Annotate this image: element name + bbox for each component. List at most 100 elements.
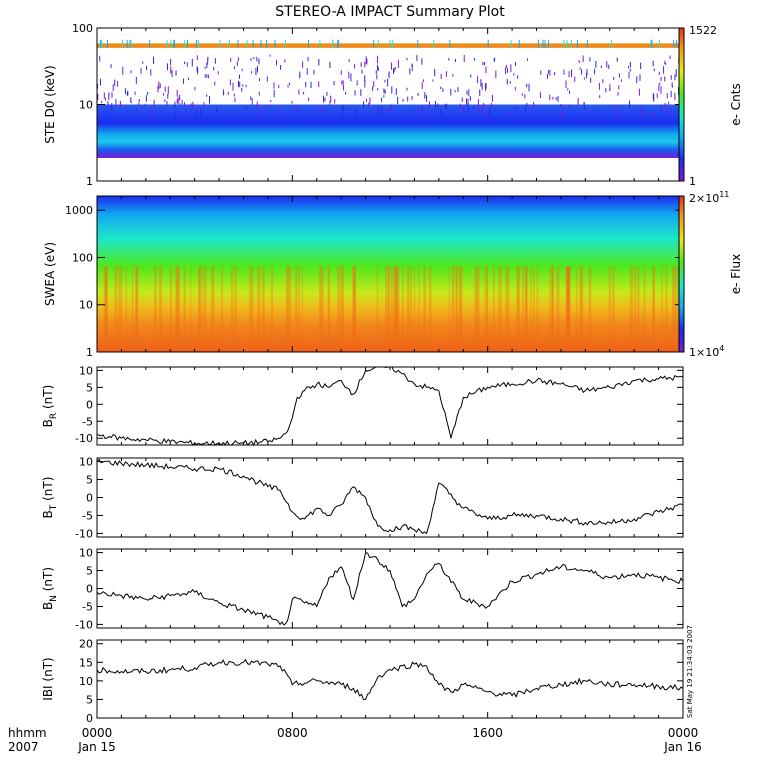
swea-stripe [428,266,432,337]
swea-stripe [608,266,611,337]
swea-stripe [353,266,356,337]
ste-speck [97,83,99,89]
ste-speck [656,93,658,98]
time-tick-label: 1600 [472,726,503,740]
ste-speck [291,100,293,104]
ste-speck [121,39,123,48]
ste-speck [514,61,516,66]
ste-noise-band [97,104,683,158]
ste-speck [460,103,462,106]
colorbar-ste: 1522 1 e- Cnts [678,24,743,188]
ste-speck [660,76,662,81]
ste-speck [620,79,622,82]
bn-ylabel: BN (nT) [41,567,59,610]
ste-speck [195,109,197,113]
ste-speck [411,95,413,100]
bn-y-tick-label: -5 [82,600,93,613]
swea-stripe [486,266,489,337]
swea-stripe [402,266,404,337]
ste-speck [166,63,168,71]
ste-speck [557,95,559,102]
ste-speck [170,58,172,66]
ste-speck [561,111,563,118]
ste-speck [342,111,344,117]
swea-stripe [516,266,519,337]
ste-speck [526,83,528,88]
ste-speck [144,103,146,107]
swea-stripe [201,266,203,337]
ste-speck [216,107,218,115]
ste-speck [209,95,211,104]
ste-speck [284,59,286,63]
ste-speck [521,93,523,96]
ste-speck [182,78,184,84]
panel-bt: -10 -5 0 5 10 BT (nT) [41,456,684,540]
ste-speck [570,39,572,48]
ste-speck [108,92,110,96]
ste-speck [628,71,630,79]
ste-speck [114,79,116,86]
swea-stripe [448,266,450,337]
ste-speck [363,101,365,109]
ste-speck [377,88,379,91]
ste-speck [157,85,159,93]
swea-stripe [530,266,532,337]
swea-stripe [177,266,180,337]
swea-stripe [459,266,461,337]
ste-speck [250,96,252,100]
ste-speck [242,84,244,87]
swea-stripe [500,266,502,337]
ste-speck [485,83,487,89]
ste-speck [423,79,425,83]
swea-stripe [536,266,539,337]
bmag-series-line [96,658,684,701]
swea-stripe [407,266,410,337]
ste-speck [578,60,580,63]
swea-stripe [498,266,500,337]
swea-stripe [629,266,633,337]
ste-speck [389,39,391,48]
ste-speck [676,39,678,48]
ste-speck [477,99,479,108]
ste-speck [526,102,528,106]
ste-speck [107,39,109,48]
ste-speck [135,108,137,113]
ste-speck [377,107,379,115]
ste-speck [115,99,117,107]
ste-speck [237,57,239,61]
br-frame [96,366,684,446]
ste-speck [664,102,666,109]
ste-speck [112,84,114,92]
ste-speck [417,92,419,96]
ste-speck [576,39,578,48]
ste-speck [241,68,243,72]
ste-speck [671,85,673,88]
swea-stripe [177,266,180,337]
bmag-frame [96,639,684,719]
bn-frame [96,548,684,629]
swea-stripe [551,266,554,337]
ste-speck [177,97,179,104]
ste-speck [579,67,581,70]
swea-stripe [551,266,554,337]
swea-stripe [175,266,178,337]
swea-stripe [612,266,615,337]
ste-speck [440,109,442,116]
swea-stripe [460,266,463,337]
ste-speck [518,39,520,48]
ste-speck [281,108,283,115]
ste-speck [594,110,596,113]
ste-speck [377,64,379,71]
br-y-tick-label: 10 [79,364,93,377]
ste-speck [618,73,620,78]
ste-speck [480,79,482,87]
ste-speck [383,95,385,98]
ste-speck [270,100,272,103]
ste-speck [373,39,375,48]
bt-y-tick-label: -5 [82,509,93,522]
swea-stripe [231,266,234,337]
ste-speck [194,87,196,91]
ste-speck [101,100,103,104]
ste-speck [552,96,554,100]
